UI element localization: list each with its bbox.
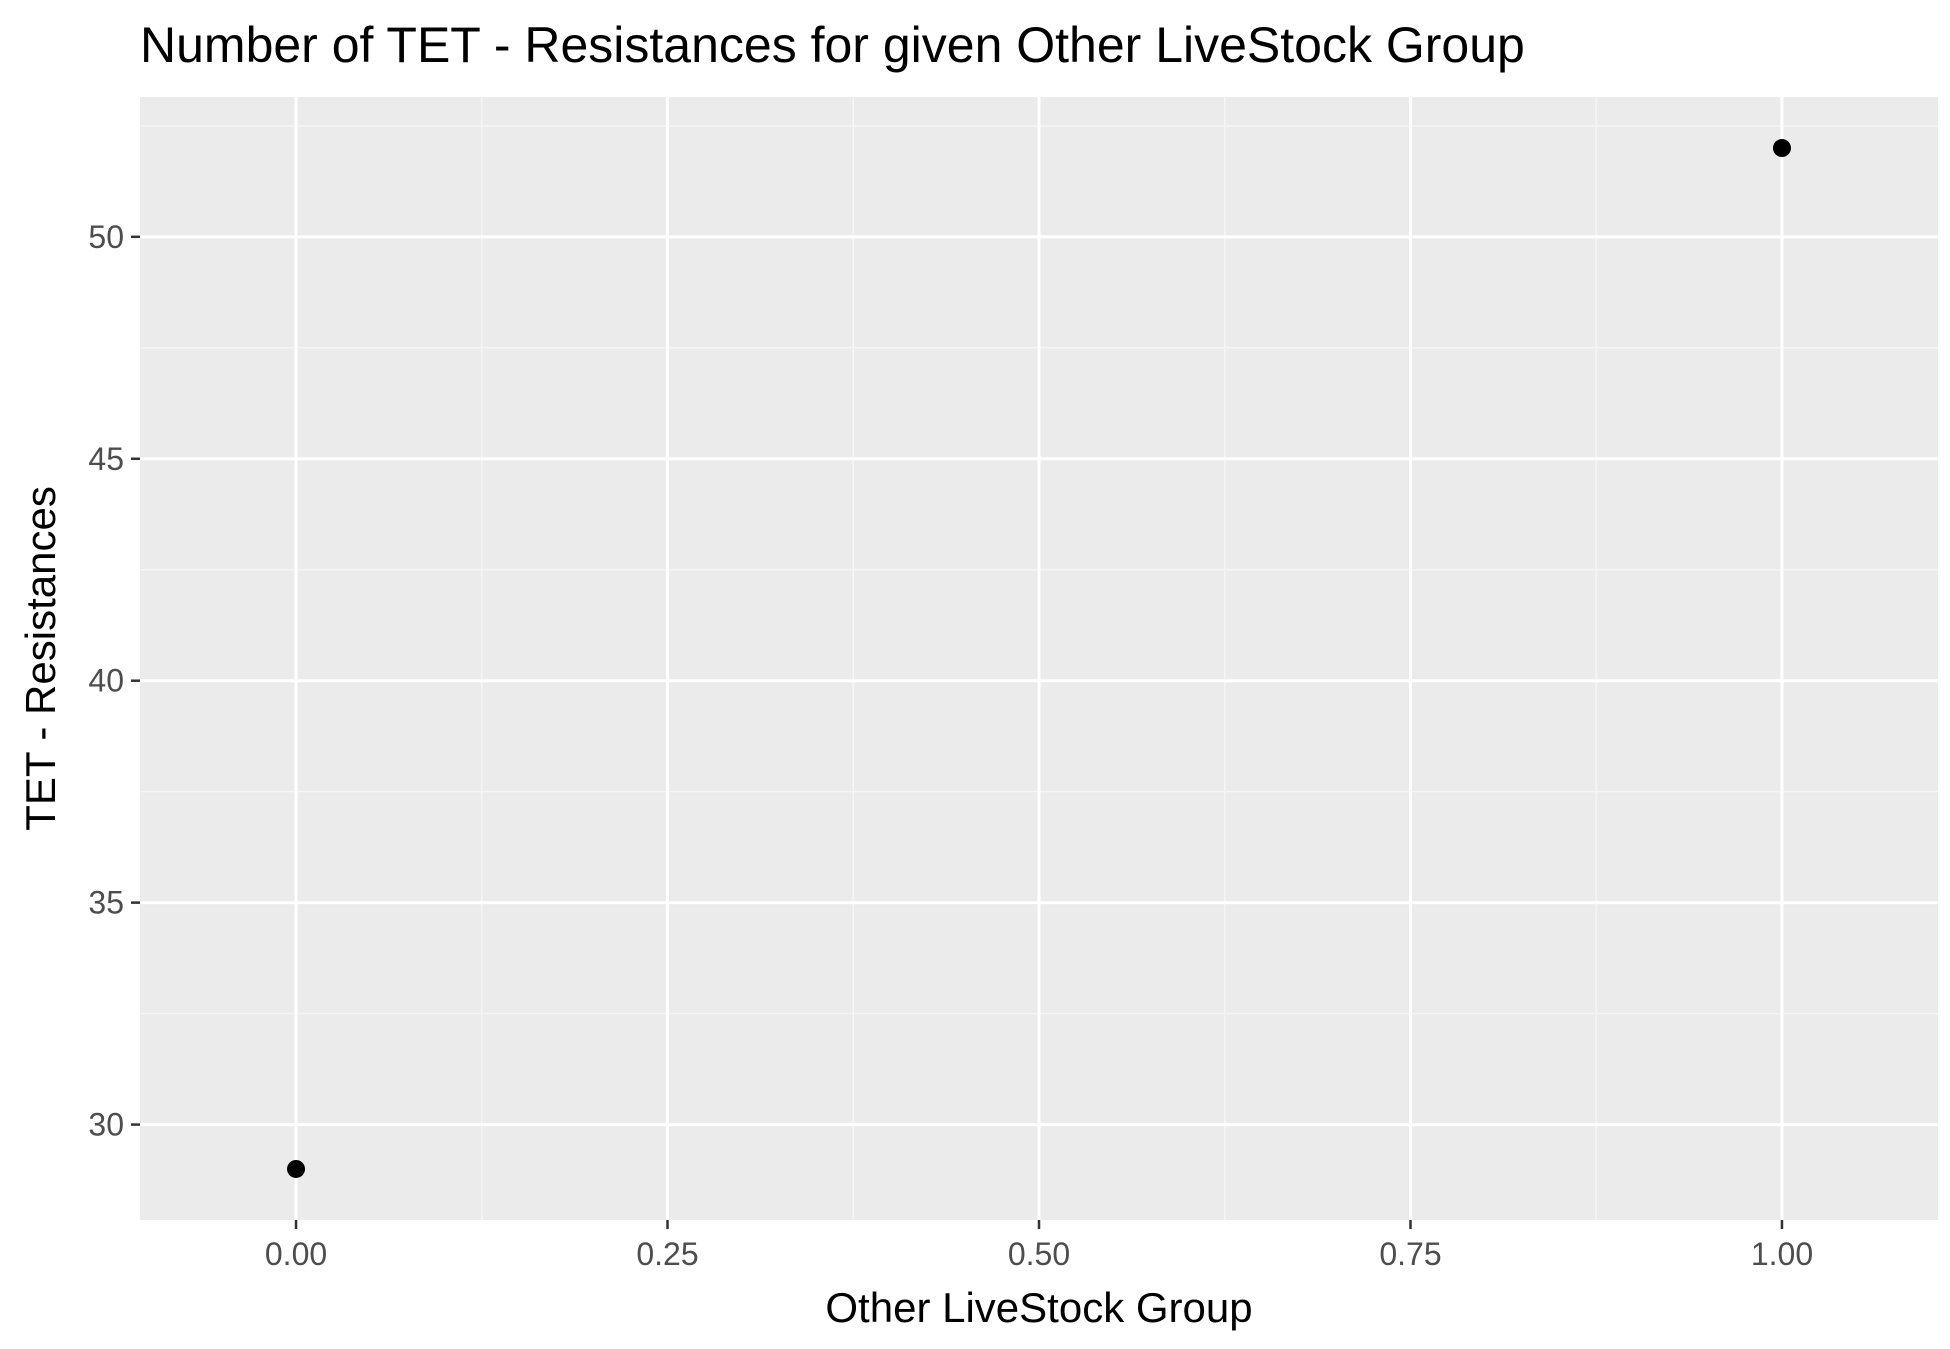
chart-title: Number of TET - Resistances for given Ot… — [140, 17, 1525, 73]
data-point — [287, 1159, 306, 1178]
y-axis-title: TET - Resistances — [17, 486, 64, 831]
major-gridlines — [140, 97, 1938, 1220]
data-points — [287, 139, 1791, 1178]
y-tick-label: 30 — [88, 1107, 124, 1143]
y-axis-ticks: 30 35 40 45 50 — [88, 219, 140, 1143]
x-tick-label: 1.00 — [1751, 1236, 1813, 1272]
x-tick-label: 0.25 — [636, 1236, 698, 1272]
x-tick-label: 0.00 — [265, 1236, 327, 1272]
data-point — [1772, 139, 1791, 158]
x-axis-ticks: 0.00 0.25 0.50 0.75 1.00 — [265, 1220, 1813, 1272]
y-tick-label: 50 — [88, 219, 124, 255]
x-tick-label: 0.75 — [1379, 1236, 1441, 1272]
x-tick-label: 0.50 — [1008, 1236, 1070, 1272]
x-axis-title: Other LiveStock Group — [825, 1284, 1252, 1331]
y-tick-label: 45 — [88, 441, 124, 477]
y-tick-label: 35 — [88, 885, 124, 921]
y-tick-label: 40 — [88, 663, 124, 699]
